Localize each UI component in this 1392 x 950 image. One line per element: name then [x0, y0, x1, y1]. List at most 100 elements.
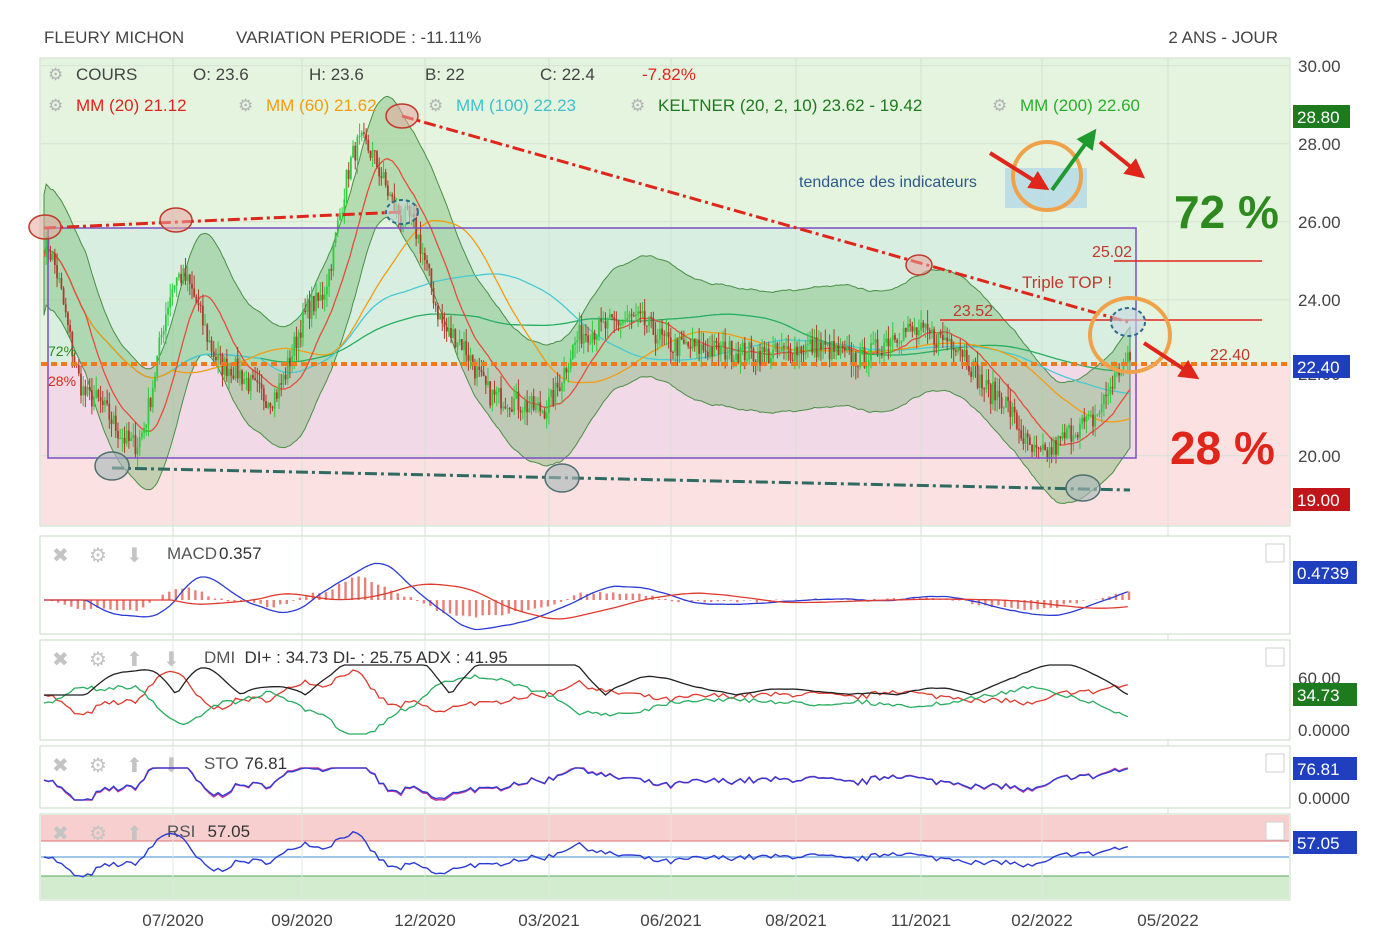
candle-body: [356, 136, 359, 161]
candle-body: [143, 427, 146, 433]
candle-body: [500, 388, 502, 409]
time-axis: 07/2020 09/2020 12/2020 03/2021 06/2021 08/20…: [142, 911, 1198, 930]
close-icon[interactable]: ✖: [52, 755, 69, 777]
candle-body: [1059, 436, 1062, 439]
candle-body: [1083, 417, 1086, 422]
candle-body: [761, 346, 764, 366]
candle-body: [171, 288, 174, 298]
macd-histogram-bar: [990, 600, 994, 608]
arrow-up-icon[interactable]: ⬆: [126, 823, 143, 845]
rsi-line: [43, 830, 1128, 878]
candle-body: [256, 380, 259, 383]
close-icon[interactable]: ✖: [52, 545, 69, 567]
candle-body: [582, 334, 585, 344]
candle-body: [859, 347, 862, 368]
gear-icon[interactable]: ⚙: [630, 96, 645, 115]
candle-body: [195, 296, 198, 303]
gear-icon[interactable]: ⚙: [238, 96, 253, 115]
candle-body: [558, 387, 561, 392]
macd-histogram-bar: [1023, 600, 1026, 611]
candle-body: [184, 268, 187, 281]
arrow-up-icon[interactable]: ⬆: [126, 649, 143, 671]
rsi-panel: ✖ ⚙ ⬆ RSI 57.05 57.05: [39, 813, 1357, 901]
candle-body: [752, 348, 755, 362]
arrow-down-icon[interactable]: ⬇: [163, 649, 180, 671]
candle-body: [791, 359, 794, 361]
candle-body: [378, 167, 381, 177]
gear-icon[interactable]: ⚙: [89, 545, 107, 567]
candle-body: [746, 359, 748, 361]
gear-icon[interactable]: ⚙: [428, 96, 443, 115]
candle-body: [127, 430, 130, 441]
checkbox-icon[interactable]: [1265, 543, 1285, 563]
gear-icon[interactable]: ⚙: [48, 65, 63, 84]
candle-body: [1081, 417, 1084, 424]
period-selector[interactable]: 2 ANS - JOUR: [1168, 28, 1278, 47]
macd-histogram-bar: [696, 600, 700, 601]
checkbox-icon[interactable]: [1265, 753, 1285, 773]
candle-body: [182, 268, 185, 283]
marker-bottom-3: [1065, 474, 1101, 502]
candle-body: [628, 314, 631, 319]
checkbox-icon[interactable]: [1265, 821, 1285, 841]
candle-body: [828, 342, 831, 360]
macd-histogram-bar: [703, 600, 706, 603]
close-icon[interactable]: ✖: [52, 823, 69, 845]
candle-body: [502, 406, 505, 409]
candle-body: [101, 400, 104, 406]
candle-body: [595, 335, 598, 340]
candle-body: [1009, 400, 1012, 417]
candle-body: [178, 273, 180, 278]
candle-body: [230, 368, 233, 376]
close-icon[interactable]: ✖: [52, 649, 69, 671]
macd-histogram-bar: [487, 600, 491, 616]
arrow-down-icon[interactable]: ⬇: [163, 755, 180, 777]
candle-body: [513, 398, 515, 412]
candle-body: [946, 337, 949, 342]
candle-body: [939, 332, 942, 335]
candle-body: [865, 366, 868, 368]
candle-body: [1046, 450, 1049, 459]
macd-histogram-bar: [70, 600, 73, 607]
gear-icon[interactable]: ⚙: [89, 823, 107, 845]
candle-body: [149, 398, 152, 408]
candle-body: [896, 339, 899, 343]
gear-icon[interactable]: ⚙: [992, 96, 1007, 115]
candle-body: [643, 311, 646, 326]
candle-body: [136, 447, 139, 455]
candle-body: [700, 344, 703, 354]
macd-histogram-bar: [625, 593, 628, 600]
candle-body: [73, 356, 76, 364]
candle-body: [1024, 433, 1027, 444]
candle-body: [432, 287, 435, 304]
candle-body: [941, 334, 944, 341]
marker-top-1: [28, 214, 62, 240]
arrow-down-icon[interactable]: ⬇: [126, 545, 143, 567]
candle-body: [169, 297, 172, 308]
candle-body: [1037, 447, 1040, 449]
candle-body: [567, 368, 570, 373]
candle-body: [517, 391, 520, 411]
macd-histogram-bar: [664, 598, 667, 600]
arrow-up-icon[interactable]: ⬆: [126, 755, 143, 777]
gear-icon[interactable]: ⚙: [89, 755, 107, 777]
candle-body: [622, 320, 624, 324]
candle-body: [108, 403, 111, 420]
legend: ⚙ COURS O: 23.6 H: 23.6 B: 22 C: 22.4 -7…: [48, 65, 1140, 115]
candle-body: [902, 327, 905, 341]
y-tick-label: 26.00: [1298, 213, 1341, 232]
gear-icon[interactable]: ⚙: [89, 649, 107, 671]
candle-body: [524, 401, 526, 412]
legend-low: B: 22: [425, 65, 465, 84]
candle-body: [460, 339, 463, 350]
candle-body: [299, 332, 302, 338]
candle-body: [504, 406, 507, 409]
candle-body: [883, 342, 885, 355]
arrow-tendance-red-2: [1098, 140, 1146, 179]
candle-body: [376, 151, 378, 168]
candle-body: [626, 318, 629, 321]
candle-body: [125, 430, 128, 444]
checkbox-icon[interactable]: [1265, 647, 1285, 667]
candle-body: [563, 368, 566, 384]
gear-icon[interactable]: ⚙: [48, 96, 63, 115]
